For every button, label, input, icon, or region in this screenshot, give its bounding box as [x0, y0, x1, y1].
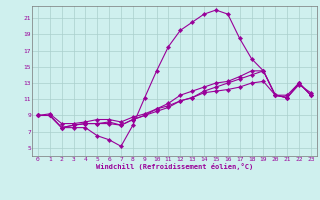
X-axis label: Windchill (Refroidissement éolien,°C): Windchill (Refroidissement éolien,°C) — [96, 164, 253, 170]
